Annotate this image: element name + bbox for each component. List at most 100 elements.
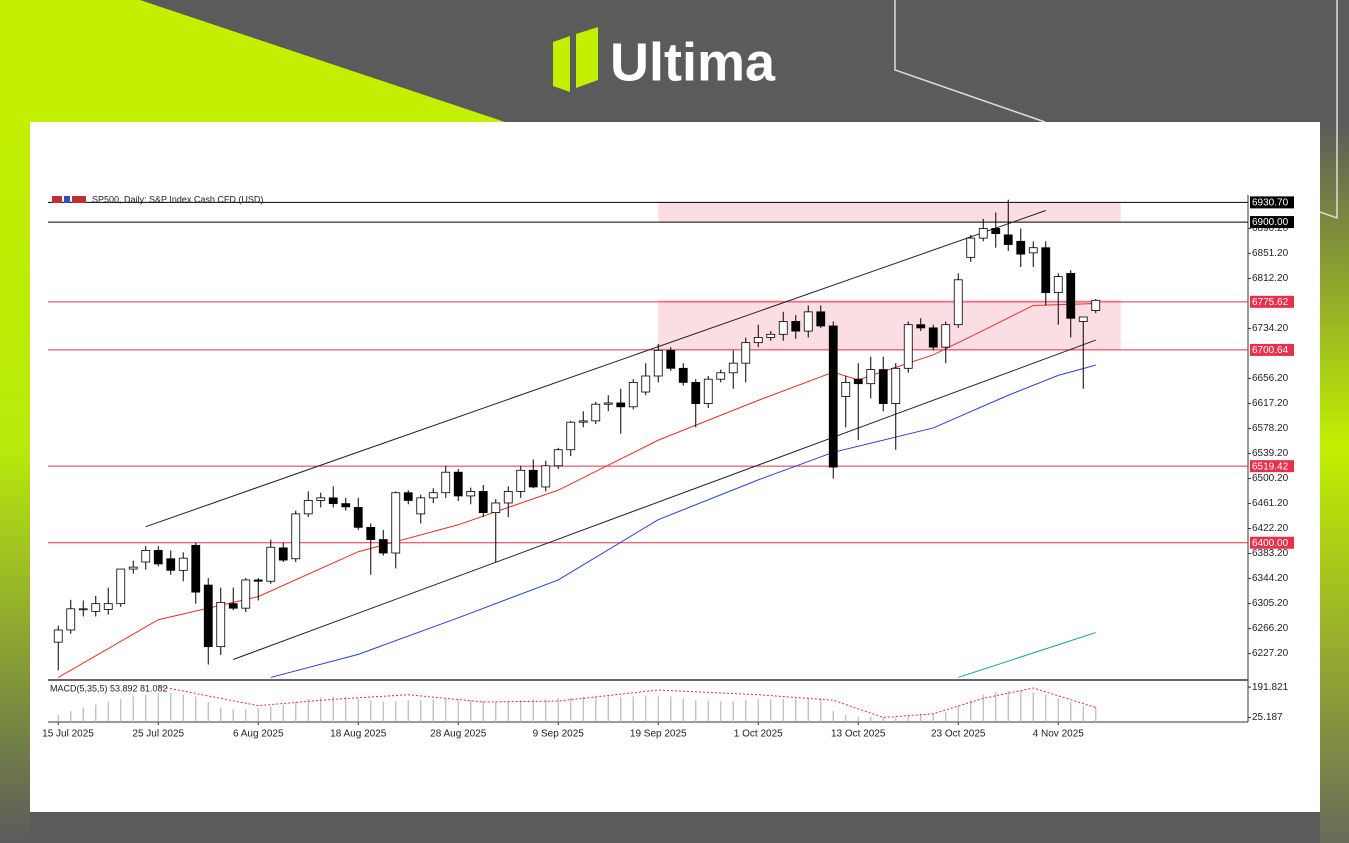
macd-tick-label: 191.821	[1252, 682, 1289, 693]
candle-body	[716, 372, 726, 380]
x-tick-label: 9 Sep 2025	[533, 729, 585, 740]
candle-body	[453, 471, 463, 497]
decor-line	[1319, 0, 1338, 220]
candle-body	[766, 333, 776, 338]
candle-body	[503, 491, 513, 504]
candle-body	[666, 349, 676, 369]
macd-signal	[158, 685, 1096, 718]
y-tick-label: 6539.20	[1252, 448, 1289, 459]
candle-body	[203, 584, 213, 648]
candle-body	[316, 497, 326, 501]
candle-body	[341, 503, 351, 508]
candle-body	[1003, 234, 1013, 245]
candle-body	[703, 378, 713, 404]
candle-body	[741, 342, 751, 364]
candle-body	[878, 369, 888, 404]
chart: 6890.20 6851.20 6812.20 6734.20 6656.20 6617.…	[42, 194, 1294, 740]
level-label: 6775.62	[1252, 297, 1289, 308]
trendline	[145, 210, 1046, 528]
candle-body	[303, 500, 313, 515]
candle-body	[1041, 247, 1051, 294]
candle-body	[253, 579, 263, 582]
y-tick-label: 6266.20	[1252, 623, 1289, 634]
accent	[0, 122, 30, 843]
macd-title: MACD(5,35,5) 53.892 81.082	[50, 683, 168, 693]
level-label-box	[1250, 216, 1294, 229]
y-tick-label: 6461.20	[1252, 498, 1289, 509]
moving-average	[58, 303, 1096, 678]
candle-body	[591, 403, 601, 422]
candle-body	[366, 526, 376, 540]
candle-body	[1028, 247, 1038, 254]
candle-body	[378, 539, 388, 554]
candle-body	[216, 601, 226, 648]
x-tick-label: 13 Oct 2025	[831, 729, 886, 740]
x-tick-label: 1 Oct 2025	[734, 729, 783, 740]
candle-body	[1066, 272, 1076, 319]
candle-body	[528, 469, 538, 488]
candle-body	[541, 465, 551, 488]
x-tick-label: 25 Jul 2025	[132, 729, 184, 740]
candle-body	[266, 546, 276, 582]
candle-body	[428, 492, 438, 499]
candle-body	[53, 629, 63, 643]
level-label: 6519.42	[1252, 461, 1289, 472]
candle-body	[78, 608, 88, 611]
candle-body	[841, 382, 851, 397]
x-tick-label: 23 Oct 2025	[931, 729, 986, 740]
candle-body	[953, 279, 963, 326]
y-tick-label: 6578.20	[1252, 423, 1289, 434]
candle-body	[153, 550, 163, 565]
candle-body	[416, 497, 426, 515]
candle-body	[1016, 240, 1026, 255]
candle-body	[678, 367, 688, 383]
candle-body	[466, 491, 476, 497]
candle-body	[178, 557, 188, 571]
candle-body	[578, 420, 588, 423]
level-label: 6930.70	[1252, 198, 1289, 209]
candle-body	[441, 471, 451, 494]
chart-title: SP500, Daily: S&P Index Cash CFD (USD)	[92, 194, 263, 204]
decor-line	[894, 0, 1046, 123]
candle-body	[553, 449, 563, 467]
x-tick-label: 28 Aug 2025	[430, 729, 487, 740]
candle-body	[566, 421, 576, 451]
candle-body	[641, 375, 651, 393]
y-tick-label: 6656.20	[1252, 373, 1289, 384]
candle-body	[728, 362, 738, 374]
candle-body	[891, 367, 901, 404]
candle-body	[616, 402, 626, 408]
trendline	[233, 339, 1096, 660]
y-tick-label: 6890.20	[1252, 223, 1289, 234]
candle-body	[653, 349, 663, 377]
candle-body	[603, 402, 613, 405]
candle-body	[853, 378, 863, 385]
symbol-icon	[64, 196, 70, 203]
candle-body	[1078, 316, 1088, 322]
candle-body	[978, 228, 988, 239]
candle-body	[866, 369, 876, 385]
level-label-box	[1250, 460, 1294, 473]
symbol-icon	[72, 196, 86, 203]
y-tick-label: 6617.20	[1252, 398, 1289, 409]
candle-body	[491, 502, 501, 514]
candle-body	[66, 608, 76, 631]
macd-tick-label: 25.187	[1252, 712, 1283, 723]
x-tick-label: 18 Aug 2025	[330, 729, 387, 740]
candle-body	[328, 497, 338, 505]
y-tick-label: 6851.20	[1252, 248, 1289, 259]
x-tick-label: 19 Sep 2025	[630, 729, 687, 740]
accent	[1320, 122, 1349, 843]
brand: Ultima	[610, 32, 776, 92]
candle-body	[291, 513, 301, 560]
candle-body	[628, 382, 638, 408]
level-label: 6400.00	[1252, 538, 1289, 549]
y-tick-label: 6305.20	[1252, 598, 1289, 609]
level-label-box	[1250, 536, 1294, 549]
candle-body	[691, 382, 701, 404]
candle-body	[478, 491, 488, 514]
candle-body	[816, 311, 826, 327]
y-tick-label: 6500.20	[1252, 473, 1289, 484]
moving-average	[270, 364, 1096, 678]
